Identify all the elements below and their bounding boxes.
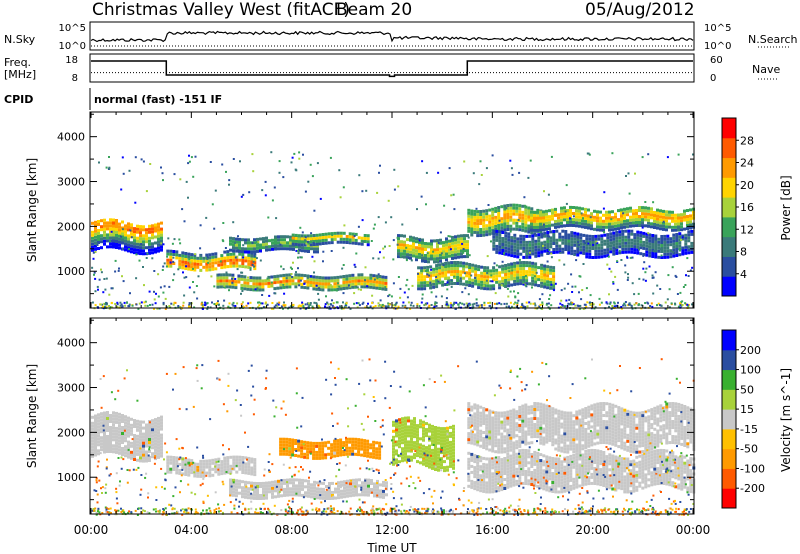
- colorbar-tick-label: 15: [740, 403, 754, 416]
- nsky-label: N.Sky: [4, 33, 36, 46]
- colorbar-title: Velocity [m s^-1]: [779, 368, 793, 472]
- colorbar-swatch: [722, 409, 736, 430]
- colorbar-tick-label: -50: [740, 443, 758, 456]
- freq-strip-frame: [89, 53, 695, 83]
- x-tick-label: 04:00: [174, 523, 209, 537]
- nave-tick-bottom: 0: [710, 73, 716, 84]
- nsearch-tick-bottom: 10^0: [704, 41, 731, 52]
- colorbar-tick-label: 200: [740, 344, 761, 357]
- freq-tick-bottom: 8: [72, 73, 78, 84]
- colorbar-swatch: [722, 369, 736, 390]
- echo-band: [392, 416, 455, 473]
- cpid-value: normal (fast) -151 IF: [94, 93, 222, 106]
- date-label: 05/Aug/2012: [585, 0, 695, 20]
- colorbar-swatch: [722, 276, 736, 297]
- nsky-tick-bottom: 10^0: [59, 41, 86, 52]
- nsearch-label: N.Search: [748, 33, 798, 46]
- time-axis-labels: 00:00 04:00 08:00 12:00 16:00 20:00 00:00: [74, 523, 711, 537]
- cpid-label: CPID: [4, 93, 33, 106]
- y-tick-label: 3000: [57, 176, 85, 189]
- echo-band: [467, 402, 696, 454]
- colorbar-tick-label: -200: [740, 482, 765, 495]
- colorbar-tick-label: 50: [740, 383, 754, 396]
- colorbar-swatch: [722, 349, 736, 371]
- colorbar-tick-label: 20: [740, 179, 754, 192]
- y-tick-label: 1000: [57, 265, 85, 278]
- y-tick-label: 2000: [57, 426, 85, 439]
- y-tick-label: 3000: [57, 382, 85, 395]
- nsky-strip-frame: [89, 21, 695, 51]
- colorbar-swatch: [722, 330, 736, 351]
- x-tick-label: 08:00: [274, 523, 309, 537]
- echo-band: [530, 205, 695, 232]
- freq-tick-top: 18: [65, 55, 78, 66]
- colorbar-swatch: [722, 468, 736, 489]
- y-tick-label: 4000: [57, 337, 85, 350]
- colorbar-swatch: [722, 157, 736, 178]
- freq-label-1: Freq.: [4, 56, 31, 69]
- echo-band: [91, 218, 163, 256]
- echo-band: [166, 455, 257, 478]
- colorbar-tick-label: 12: [740, 223, 754, 236]
- echo-band: [397, 234, 469, 264]
- nsky-tick-top: 10^5: [59, 23, 86, 34]
- colorbar-tick-label: 8: [740, 246, 747, 259]
- x-tick-label: 00:00: [74, 523, 109, 537]
- colorbar-tick-label: 24: [740, 157, 754, 170]
- x-tick-label: 00:00: [676, 523, 711, 537]
- echo-band: [492, 229, 694, 259]
- colorbar-tick-label: 16: [740, 201, 754, 214]
- freq-label-2: [MHz]: [4, 68, 36, 81]
- colorbar-frame: [721, 329, 737, 509]
- echo-band: [216, 273, 388, 292]
- nsearch-tick-top: 10^5: [704, 23, 731, 34]
- colorbar-tick-label: -15: [740, 423, 758, 436]
- colorbar-tick-label: 4: [740, 268, 747, 281]
- echo-band: [467, 448, 696, 494]
- velocity-colorbar: 200 100 50 15 -15 -50 -100 -200 Velocity [m s^-1…: [721, 329, 793, 509]
- colorbar-swatch: [722, 236, 736, 257]
- colorbar-swatch: [722, 216, 736, 238]
- x-axis-title: Time UT: [366, 541, 417, 554]
- colorbar-swatch: [722, 137, 736, 159]
- nsky-trace: [90, 30, 694, 43]
- velocity-panel: 1000 2000 3000 4000 Slant Range [km]: [25, 317, 696, 516]
- colorbar-tick-label: -100: [740, 462, 765, 475]
- colorbar-swatch: [722, 118, 736, 139]
- colorbar-tick-label: 28: [740, 134, 754, 147]
- colorbar-swatch: [722, 428, 736, 450]
- colorbar-swatch: [722, 389, 736, 410]
- x-tick-label: 20:00: [575, 523, 610, 537]
- y-tick-label: 1000: [57, 471, 85, 484]
- y-tick-label: 2000: [57, 220, 85, 233]
- x-tick-label: 16:00: [475, 523, 510, 537]
- beam-label: Beam 20: [336, 0, 412, 20]
- power-panel: 1000 2000 3000 4000 Slant Range [km]: [25, 111, 695, 310]
- x-tick-label: 12:00: [375, 523, 410, 537]
- colorbar-swatch: [722, 488, 736, 509]
- echo-band: [166, 249, 257, 272]
- panel-frame: [89, 111, 695, 309]
- colorbar-swatch: [722, 256, 736, 277]
- station-title: Christmas Valley West (fitACF): [92, 0, 350, 20]
- nave-tick-top: 60: [710, 55, 723, 66]
- freq-trace: [91, 60, 693, 78]
- echo-band: [291, 231, 370, 247]
- colorbar-swatch: [722, 177, 736, 198]
- colorbar-swatch: [722, 197, 736, 218]
- scatter-echoes: [91, 358, 695, 516]
- colorbar-tick-label: 100: [740, 364, 761, 377]
- y-axis-title: Slant Range [km]: [25, 364, 39, 468]
- y-axis-title: Slant Range [km]: [25, 158, 39, 262]
- echo-band: [279, 437, 382, 460]
- y-tick-label: 4000: [57, 131, 85, 144]
- colorbar-title: Power [dB]: [779, 175, 793, 240]
- nave-label: Nave: [752, 63, 780, 76]
- colorbar-swatch: [722, 448, 736, 469]
- echo-band: [91, 411, 163, 463]
- power-colorbar: 28 24 20 16 12 8 4 Power [dB]: [721, 117, 793, 297]
